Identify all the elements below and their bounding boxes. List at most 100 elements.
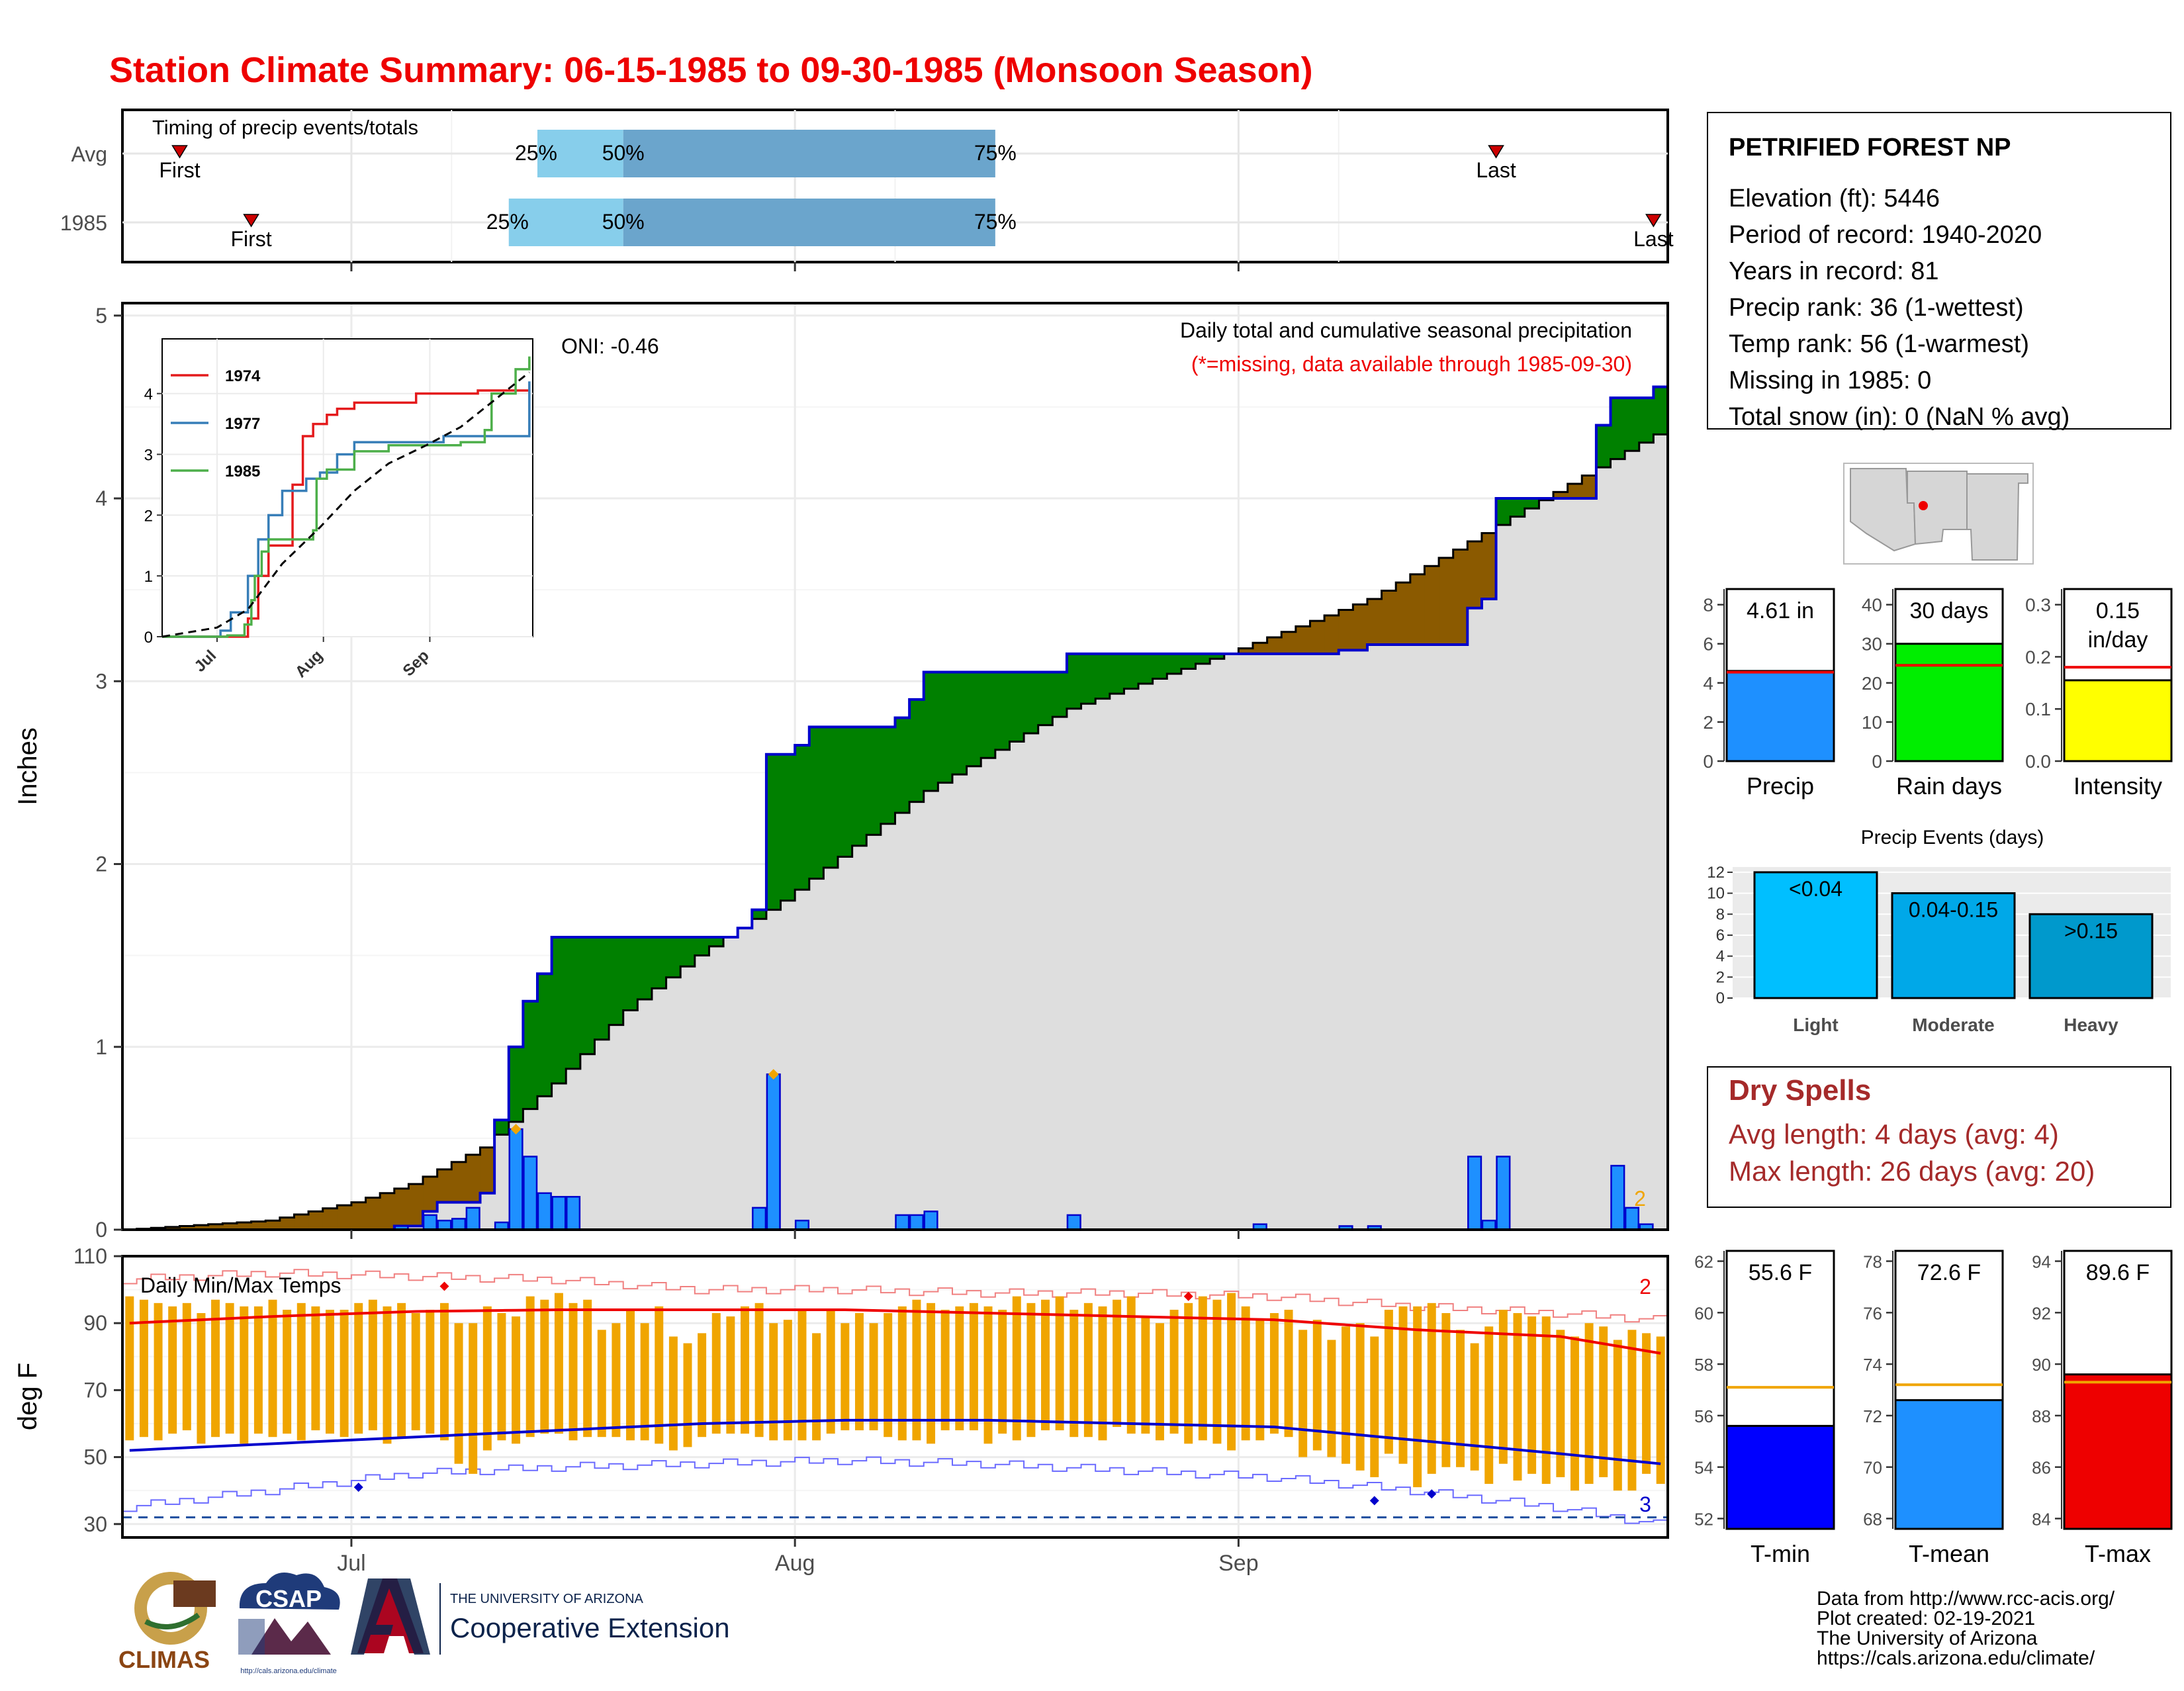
footer-line: The University of Arizona	[1817, 1627, 2038, 1649]
below-average-area	[451, 1162, 467, 1203]
summary-y-tick-label: 0	[1872, 751, 1882, 772]
daily-temp-range-bar	[1155, 1323, 1164, 1441]
daily-temp-range-bar	[283, 1309, 292, 1434]
temp-y-tick-label: 110	[73, 1244, 107, 1268]
below-average-area	[337, 1205, 352, 1230]
daily-precip-bar	[909, 1214, 924, 1231]
summary-value-label: 89.6 F	[2086, 1260, 2150, 1285]
daily-temp-range-bar	[368, 1299, 377, 1431]
daily-precip-bar	[1467, 1156, 1482, 1231]
daily-temp-range-bar	[826, 1309, 835, 1434]
daily-precip-bar	[1496, 1156, 1511, 1231]
summary-y-tick-label: 62	[1694, 1252, 1713, 1272]
daily-temp-range-bar	[583, 1299, 592, 1438]
cumulative-base-area	[823, 868, 839, 1230]
daily-temp-range-bar	[1456, 1330, 1465, 1467]
record-high-marker: 2	[1639, 1275, 1651, 1299]
above-average-area	[1152, 653, 1167, 679]
cumulative-base-area	[952, 774, 968, 1230]
daily-precip-bar	[523, 1156, 538, 1231]
above-average-area	[1496, 498, 1511, 526]
above-average-area	[1009, 672, 1024, 742]
summary-y-tick-label: 92	[2032, 1303, 2051, 1323]
climas-logo-text: CLIMAS	[118, 1646, 210, 1673]
daily-temp-range-bar	[125, 1296, 134, 1441]
cumulative-base-area	[1224, 653, 1239, 1230]
precip-events-y-tick-label: 0	[1716, 989, 1725, 1007]
daily-temp-range-bar	[1098, 1306, 1107, 1441]
summary-y-tick-label: 6	[1703, 634, 1713, 655]
below-average-area	[480, 1147, 495, 1193]
x-tick-label: Aug	[775, 1551, 815, 1576]
below-average-area	[351, 1202, 367, 1230]
daily-temp-range-bar	[525, 1296, 535, 1438]
daily-temp-range-bar	[1413, 1306, 1422, 1488]
timing-label: Timing of precip events/totals	[152, 116, 418, 139]
summary-chart-rain_days: 0 10 20 30 40 30 days Rain days	[1862, 588, 2005, 800]
daily-temp-range-bar	[1656, 1336, 1665, 1485]
timing-p25-label: 25%	[515, 141, 557, 165]
daily-temp-range-bar	[940, 1309, 950, 1431]
below-average-area	[1353, 604, 1368, 651]
cumulative-base-area	[1467, 608, 1482, 1230]
daily-temp-range-bar	[1255, 1320, 1265, 1441]
summary-value-bar	[1725, 670, 1835, 762]
cumulative-base-area	[1152, 678, 1167, 1230]
daily-temp-range-bar	[869, 1323, 878, 1431]
inset-y-tick-label: 4	[144, 386, 153, 404]
summary-category-label: Precip	[1747, 772, 1814, 800]
daily-temp-range-bar	[1212, 1299, 1222, 1444]
daily-precip-bar	[437, 1219, 452, 1231]
daily-temp-range-bar	[1069, 1309, 1079, 1438]
cumulative-base-area	[966, 766, 981, 1230]
daily-precip-bar	[923, 1211, 938, 1231]
daily-temp-range-bar	[812, 1333, 821, 1441]
cumulative-base-area	[880, 823, 896, 1230]
below-average-area	[1281, 631, 1297, 654]
record-min-line	[122, 1456, 1668, 1524]
below-average-area	[1467, 541, 1482, 608]
daily-temp-range-bar	[1513, 1313, 1522, 1481]
dry-spells-max: Max length: 26 days (avg: 20)	[1729, 1156, 2095, 1187]
cumulative-base-area	[637, 999, 653, 1230]
cumulative-base-area	[1138, 684, 1154, 1230]
summary-y-tick-label: 58	[1694, 1355, 1713, 1375]
station-line: Temp rank: 56 (1-warmest)	[1729, 330, 2029, 358]
page-title: Station Climate Summary: 06-15-1985 to 0…	[109, 50, 1313, 90]
cumulative-base-area	[1052, 717, 1068, 1230]
below-average-area	[165, 1226, 181, 1230]
summary-chart-tmean_summary: 68 70 72 74 76 78 72.6 F T-mean	[1863, 1250, 2005, 1567]
below-average-area	[1310, 621, 1325, 654]
above-average-area	[981, 672, 996, 758]
summary-value-bar	[2063, 679, 2173, 762]
inset-series-line	[162, 356, 531, 638]
below-average-area	[1367, 598, 1383, 645]
temperature-panel: 30 50 70 90 110 Daily Min/Max Temps 2 3 deg …	[13, 1244, 1669, 1547]
cumulative-base-area	[1295, 653, 1311, 1230]
above-average-area	[637, 937, 653, 999]
daily-temp-range-bar	[1570, 1336, 1579, 1491]
above-average-area	[895, 717, 910, 813]
dry-spells-title: Dry Spells	[1729, 1074, 1871, 1107]
above-average-area	[609, 937, 624, 1025]
cumulative-base-area	[1195, 663, 1210, 1230]
precip-y-tick-label: 1	[95, 1035, 107, 1059]
above-average-area	[1639, 398, 1654, 443]
inset-series-line	[162, 389, 529, 638]
station-line: Period of record: 1940-2020	[1729, 221, 2042, 249]
footer-line: https://cals.arizona.edu/climate/	[1817, 1647, 2095, 1669]
cumulative-base-area	[594, 1039, 610, 1230]
station-name: PETRIFIED FOREST NP	[1729, 134, 2011, 161]
above-average-area	[651, 937, 667, 989]
summary-y-tick-label: 0.2	[2025, 647, 2051, 667]
below-average-area	[194, 1225, 209, 1230]
cumulative-base-area	[1066, 708, 1082, 1230]
summary-y-tick-label: 10	[1862, 712, 1882, 733]
summary-y-tick-label: 60	[1694, 1303, 1713, 1323]
cumulative-base-area	[609, 1025, 624, 1230]
above-average-area	[766, 754, 782, 910]
above-average-area	[1625, 398, 1640, 451]
below-average-area	[1338, 610, 1353, 651]
below-average-area	[1453, 549, 1468, 645]
daily-temp-range-bar	[253, 1306, 263, 1434]
